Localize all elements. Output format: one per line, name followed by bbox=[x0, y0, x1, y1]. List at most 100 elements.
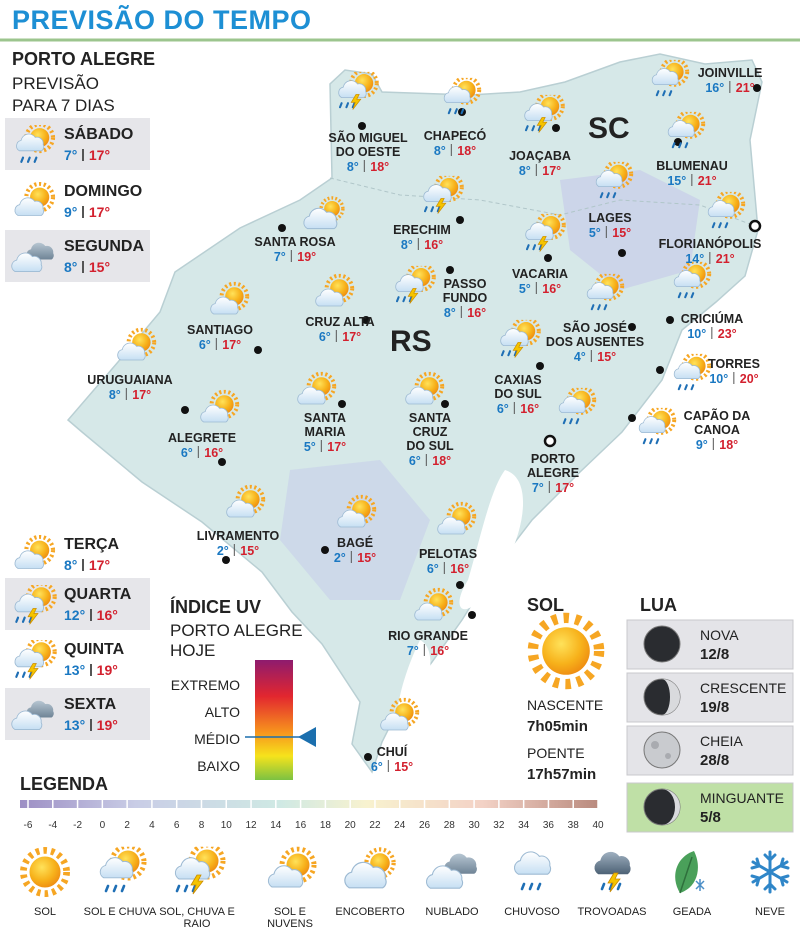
temperature-row: 7° 17° bbox=[64, 147, 111, 163]
min-temp: 8° bbox=[108, 388, 121, 402]
separator bbox=[691, 174, 693, 186]
max-temp: 21° bbox=[735, 81, 755, 95]
city-name: DO OESTE bbox=[335, 145, 401, 159]
min-temp: 7° bbox=[531, 481, 544, 495]
moon-phase: CHEIA bbox=[700, 733, 743, 749]
forecast-city: PORTO ALEGRE bbox=[12, 49, 156, 69]
city-name: SANTA ROSA bbox=[254, 235, 336, 249]
temperature-row: 8° 16° bbox=[401, 238, 443, 253]
sunset-label: POENTE bbox=[527, 745, 585, 761]
max-temp: 18° bbox=[370, 160, 390, 174]
separator bbox=[535, 164, 538, 176]
city-name: CRUZ bbox=[412, 425, 448, 439]
city-name: SANTA bbox=[408, 411, 452, 425]
min-temp: 7° bbox=[273, 250, 286, 264]
city-name: CAXIAS bbox=[494, 373, 542, 387]
sunrise-label: NASCENTE bbox=[527, 697, 604, 713]
city-name: JOINVILLE bbox=[697, 66, 763, 80]
max-temp: 19° bbox=[96, 717, 118, 733]
max-temp: 18° bbox=[719, 438, 739, 452]
weather-icon bbox=[23, 850, 66, 893]
separator bbox=[90, 719, 92, 731]
scale-label: 4 bbox=[149, 820, 155, 831]
city-name: ERECHIM bbox=[393, 223, 451, 237]
max-temp: 16° bbox=[542, 282, 562, 296]
separator bbox=[443, 562, 446, 574]
weather-icon bbox=[15, 184, 53, 216]
city-marker bbox=[254, 346, 262, 354]
moon-phase: NOVA bbox=[700, 627, 739, 643]
scale-label: 2 bbox=[124, 820, 130, 831]
separator bbox=[90, 609, 92, 621]
separator bbox=[387, 760, 390, 772]
temperature-row: 6° 15° bbox=[371, 760, 413, 775]
scale-label: 28 bbox=[443, 820, 455, 831]
min-temp: 13° bbox=[64, 717, 86, 733]
uv-subtitle: PORTO ALEGRE bbox=[170, 621, 303, 640]
lagoon bbox=[459, 470, 524, 610]
legend-title: LEGENDA bbox=[20, 774, 109, 794]
temperature-row: 10° 23° bbox=[687, 327, 737, 342]
city-name: MARIA bbox=[304, 425, 346, 439]
temperature-row: 4° 15° bbox=[574, 350, 616, 365]
city-marker bbox=[441, 400, 449, 408]
city-name: PASSO bbox=[443, 277, 487, 291]
uv-level: EXTREMO bbox=[170, 677, 240, 693]
min-temp: 6° bbox=[426, 562, 439, 576]
min-temp: 13° bbox=[64, 662, 86, 678]
uv-pointer bbox=[298, 727, 316, 747]
city-name: RIO GRANDE bbox=[388, 629, 468, 643]
sun-icon bbox=[533, 618, 599, 684]
min-temp: 8° bbox=[64, 557, 78, 573]
city-name: TORRES bbox=[708, 357, 760, 371]
separator bbox=[350, 551, 353, 563]
temperature-row: 8° 16° bbox=[444, 306, 486, 321]
city-name: BAGÉ bbox=[336, 536, 374, 550]
min-temp: 8° bbox=[64, 259, 78, 275]
uv-title: ÍNDICE UV bbox=[170, 597, 262, 617]
max-temp: 15° bbox=[88, 259, 111, 275]
min-temp: 8° bbox=[443, 306, 456, 320]
scale-label: 40 bbox=[592, 820, 604, 831]
day-name: SÁBADO bbox=[64, 126, 134, 143]
max-temp: 15° bbox=[240, 544, 260, 558]
weather-icon bbox=[426, 854, 476, 889]
temperature-row: 6° 16° bbox=[427, 562, 469, 577]
icon-label: GEADA bbox=[672, 906, 712, 918]
separator bbox=[605, 226, 608, 238]
city-marker bbox=[446, 266, 454, 274]
temperature-row: 8° 18° bbox=[347, 160, 389, 175]
moon-light bbox=[662, 679, 680, 715]
separator bbox=[197, 446, 200, 458]
separator bbox=[712, 438, 715, 450]
moon-disc bbox=[643, 625, 681, 663]
city-marker bbox=[656, 366, 664, 374]
weather-icon bbox=[268, 849, 314, 887]
city-name: CRUZ ALTA bbox=[305, 315, 375, 329]
scale-label: 30 bbox=[468, 820, 480, 831]
scale-label: 32 bbox=[493, 820, 505, 831]
temperature-row: 7° 16° bbox=[407, 644, 449, 659]
separator bbox=[450, 144, 453, 156]
temperature-row: 12° 16° bbox=[64, 607, 118, 623]
temperature-row: 15° 21° bbox=[667, 174, 717, 189]
uv-subtitle: HOJE bbox=[170, 641, 216, 660]
forecast-subtitle: PREVISÃO bbox=[12, 74, 99, 93]
max-temp: 17° bbox=[88, 147, 111, 163]
temperature-row: 14° 21° bbox=[685, 252, 735, 267]
min-temp: 6° bbox=[318, 330, 331, 344]
city-marker bbox=[544, 254, 552, 262]
weather-icon bbox=[639, 407, 674, 443]
min-temp: 9° bbox=[695, 438, 708, 452]
temperature-row: 5° 17° bbox=[304, 440, 346, 455]
weather-icon bbox=[100, 846, 144, 891]
temperature-row: 9° 17° bbox=[64, 204, 110, 220]
city-name: CANOA bbox=[694, 423, 740, 437]
page-title: PREVISÃO DO TEMPO bbox=[12, 5, 312, 35]
separator bbox=[320, 440, 323, 452]
moon-date: 19/8 bbox=[700, 699, 730, 716]
city-name: LAGES bbox=[588, 211, 632, 225]
max-temp: 16° bbox=[204, 446, 224, 460]
min-temp: 5° bbox=[303, 440, 316, 454]
moon-date: 5/8 bbox=[700, 809, 721, 826]
